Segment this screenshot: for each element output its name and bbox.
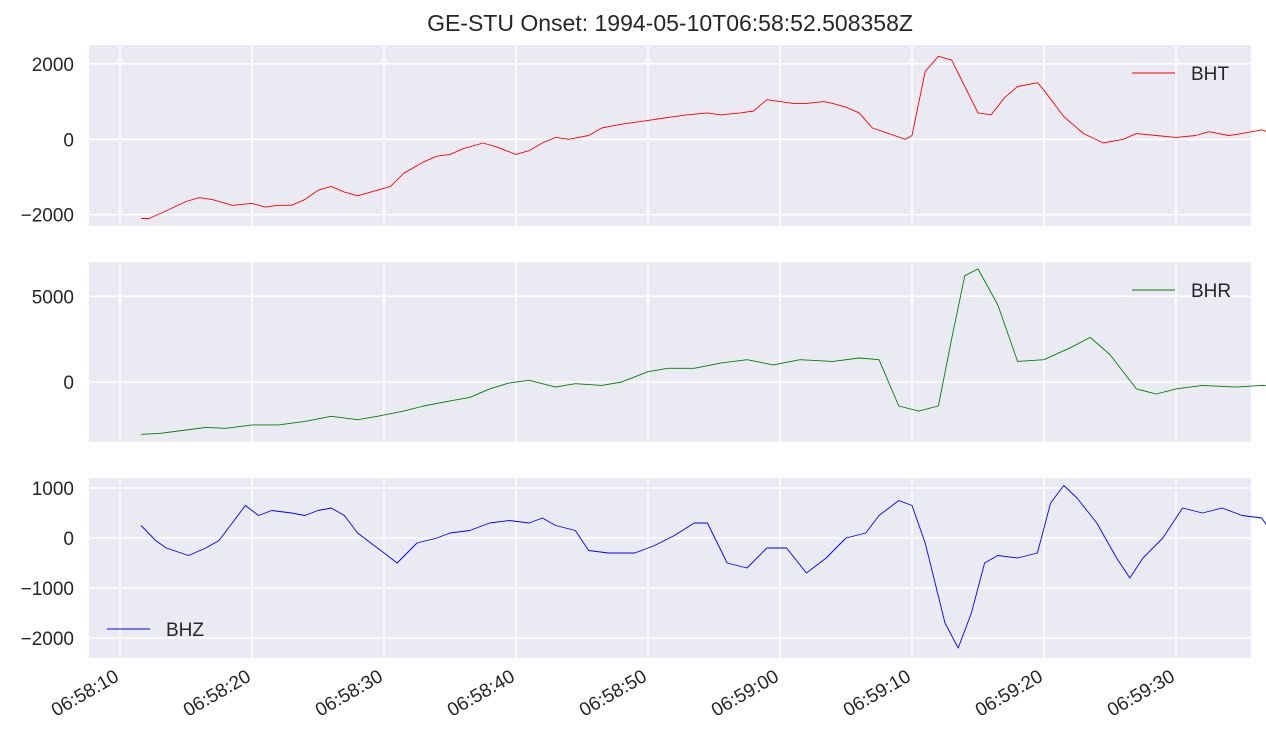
legend-label: BHT — [1191, 64, 1229, 85]
panel-background — [89, 478, 1251, 658]
x-tick-label: 06:58:10 — [48, 666, 123, 721]
x-tick-label: 06:58:50 — [576, 666, 651, 721]
series-line-bhr — [141, 268, 1266, 435]
x-tick-label: 06:58:20 — [180, 666, 255, 721]
x-tick-label: 06:58:40 — [444, 666, 519, 721]
series-line-bht — [141, 55, 1266, 219]
y-tick-label: 2000 — [32, 55, 74, 76]
y-tick-label: 1000 — [32, 479, 74, 500]
panel-bhz: −2000 −1000 0 1000 BHZ — [21, 478, 1266, 658]
y-tick-label: 0 — [63, 373, 74, 394]
legend: BHR — [1132, 281, 1231, 302]
x-tick-label: 06:58:30 — [312, 666, 387, 721]
y-tick-label: −1000 — [21, 579, 74, 600]
legend: BHZ — [107, 620, 204, 641]
x-tick-label: 06:59:20 — [972, 666, 1047, 721]
chart-title: GE-STU Onset: 1994-05-10T06:58:52.508358… — [427, 10, 913, 36]
x-tick-label: 06:59:30 — [1104, 666, 1179, 721]
x-tick-label: 06:59:10 — [840, 666, 915, 721]
legend-label: BHZ — [166, 620, 204, 641]
y-tick-label: −2000 — [21, 206, 74, 227]
x-tick-label: 06:59:00 — [708, 666, 783, 721]
y-tick-label: 0 — [63, 130, 74, 151]
legend: BHT — [1132, 64, 1229, 85]
panel-bht: −2000 0 2000 BHT — [21, 45, 1266, 227]
y-tick-label: −2000 — [21, 629, 74, 650]
y-tick-label: 5000 — [32, 287, 74, 308]
panel-bhr: 0 5000 BHR — [32, 262, 1266, 442]
panel-background — [89, 262, 1251, 442]
series-line-bhz — [140, 485, 1266, 649]
legend-label: BHR — [1191, 281, 1231, 302]
y-tick-label: 0 — [63, 529, 74, 550]
panel-background — [89, 45, 1251, 226]
